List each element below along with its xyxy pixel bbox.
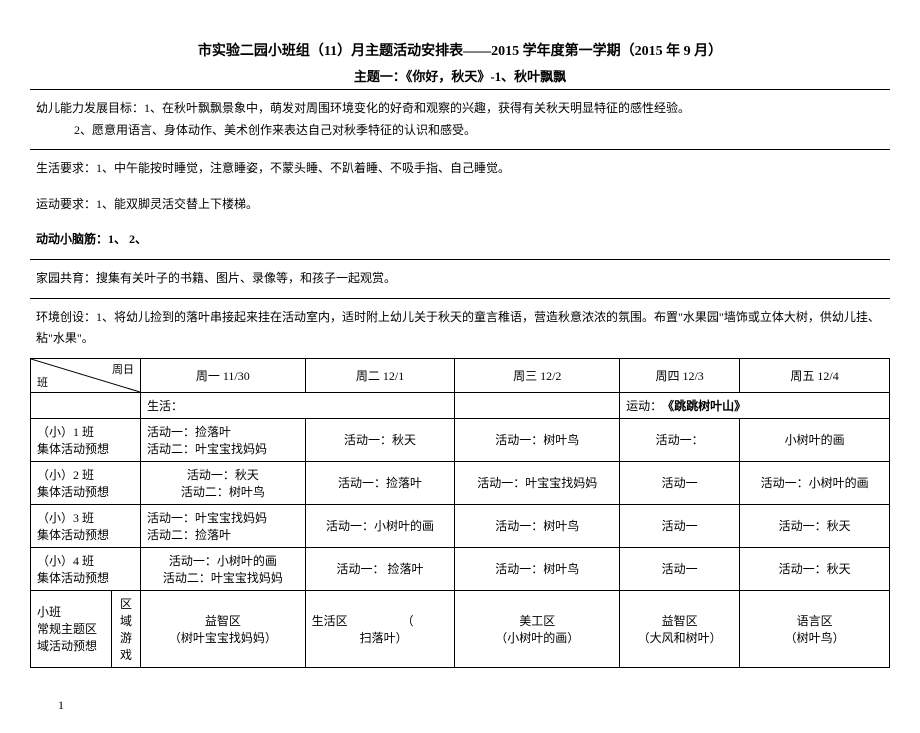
class-4-name: （小）4 班 集体活动预想 bbox=[31, 547, 141, 590]
brain-label: 动动小脑筋： bbox=[36, 232, 108, 246]
c1-wed: 活动一：树叶鸟 bbox=[455, 418, 620, 461]
c2-fri: 活动一：小树叶的画 bbox=[740, 461, 890, 504]
class-row-2: （小）2 班 集体活动预想 活动一：秋天 活动二：树叶鸟 活动一：捡落叶 活动一… bbox=[31, 461, 890, 504]
life-label: 生活要求： bbox=[36, 161, 96, 175]
class-row-4: （小）4 班 集体活动预想 活动一：小树叶的画 活动二：叶宝宝找妈妈 活动一： … bbox=[31, 547, 890, 590]
class-3-name: （小）3 班 集体活动预想 bbox=[31, 504, 141, 547]
home-1: 搜集有关叶子的书籍、图片、录像等，和孩子一起观赏。 bbox=[96, 271, 396, 285]
doc-subtitle: 主题一：《你好，秋天》-1、秋叶飘飘 bbox=[30, 66, 890, 85]
sport-cell: 运动： 《跳跳树叶山》 bbox=[620, 392, 890, 418]
diag-cell: 周日 班 bbox=[31, 358, 141, 392]
header-row: 周日 班 周一 11/30 周二 12/1 周三 12/2 周四 12/3 周五… bbox=[31, 358, 890, 392]
area-c4: 益智区 （大风和树叶） bbox=[620, 590, 740, 667]
c3-wed: 活动一：树叶鸟 bbox=[455, 504, 620, 547]
c1-thu: 活动一： bbox=[620, 418, 740, 461]
page-number: 1 bbox=[58, 698, 890, 713]
sport-name: 《跳跳树叶山》 bbox=[668, 399, 746, 413]
goal-label: 幼儿能力发展目标： bbox=[36, 101, 144, 115]
c3-mon: 活动一：叶宝宝找妈妈 活动二：捡落叶 bbox=[141, 504, 306, 547]
goal-2: 2、愿意用语言、身体动作、美术创作来表达自己对秋季特征的认识和感受。 bbox=[36, 120, 884, 142]
c3-thu: 活动一 bbox=[620, 504, 740, 547]
c4-mon: 活动一：小树叶的画 活动二：叶宝宝找妈妈 bbox=[141, 547, 306, 590]
life-cell: 生活： bbox=[141, 392, 455, 418]
c2-mon: 活动一：秋天 活动二：树叶鸟 bbox=[141, 461, 306, 504]
life-section: 生活要求：1、中午能按时睡觉，注意睡姿，不蒙头睡、不趴着睡、不吸手指、自己睡觉。… bbox=[30, 149, 890, 259]
c2-thu: 活动一 bbox=[620, 461, 740, 504]
area-left1: 小班 常规主题区 域活动预想 bbox=[31, 590, 112, 667]
goal-1: 1、在秋叶飘飘景象中，萌发对周围环境变化的好奇和观察的兴趣，获得有关秋天明显特征… bbox=[144, 101, 690, 115]
env-section: 环境创设：1、将幼儿捡到的落叶串接起来挂在活动室内，适时附上幼儿关于秋天的童言稚… bbox=[30, 298, 890, 358]
col-fri: 周五 12/4 bbox=[740, 358, 890, 392]
diag-top: 周日 bbox=[112, 361, 134, 377]
c4-thu: 活动一 bbox=[620, 547, 740, 590]
area-c2: 生活区 （ 扫落叶） bbox=[305, 590, 455, 667]
schedule-table: 周日 班 周一 11/30 周二 12/1 周三 12/2 周四 12/3 周五… bbox=[30, 358, 890, 668]
area-c5: 语言区 （树叶鸟） bbox=[740, 590, 890, 667]
c1-fri: 小树叶的画 bbox=[740, 418, 890, 461]
goal-section: 幼儿能力发展目标：1、在秋叶飘飘景象中，萌发对周围环境变化的好奇和观察的兴趣，获… bbox=[30, 89, 890, 149]
empty bbox=[455, 392, 620, 418]
area-c1: 益智区 （树叶宝宝找妈妈） bbox=[141, 590, 306, 667]
c2-wed: 活动一：叶宝宝找妈妈 bbox=[455, 461, 620, 504]
sport-label: 运动要求： bbox=[36, 197, 96, 211]
c4-tue: 活动一： 捡落叶 bbox=[305, 547, 455, 590]
c2-tue: 活动一：捡落叶 bbox=[305, 461, 455, 504]
life-1: 1、中午能按时睡觉，注意睡姿，不蒙头睡、不趴着睡、不吸手指、自己睡觉。 bbox=[96, 161, 510, 175]
env-label: 环境创设： bbox=[36, 310, 96, 324]
sport-lbl: 运动： bbox=[626, 399, 656, 413]
env-1: 1、将幼儿捡到的落叶串接起来挂在活动室内，适时附上幼儿关于秋天的童言稚语，营造秋… bbox=[36, 310, 880, 346]
area-row: 小班 常规主题区 域活动预想 区 域 游 戏 益智区 （树叶宝宝找妈妈） 生活区… bbox=[31, 590, 890, 667]
c4-wed: 活动一：树叶鸟 bbox=[455, 547, 620, 590]
c3-fri: 活动一：秋天 bbox=[740, 504, 890, 547]
class-1-name: （小）1 班 集体活动预想 bbox=[31, 418, 141, 461]
col-tue: 周二 12/1 bbox=[305, 358, 455, 392]
home-label: 家园共育： bbox=[36, 271, 96, 285]
life-row: 生活： 运动： 《跳跳树叶山》 bbox=[31, 392, 890, 418]
class-2-name: （小）2 班 集体活动预想 bbox=[31, 461, 141, 504]
sport-1: 1、能双脚灵活交替上下楼梯。 bbox=[96, 197, 258, 211]
c4-fri: 活动一：秋天 bbox=[740, 547, 890, 590]
c1-tue: 活动一：秋天 bbox=[305, 418, 455, 461]
home-section: 家园共育：搜集有关叶子的书籍、图片、录像等，和孩子一起观赏。 bbox=[30, 259, 890, 298]
area-c3: 美工区 （小树叶的画） bbox=[455, 590, 620, 667]
doc-title: 市实验二园小班组（11）月主题活动安排表——2015 学年度第一学期（2015 … bbox=[30, 40, 890, 60]
col-thu: 周四 12/3 bbox=[620, 358, 740, 392]
class-row-1: （小）1 班 集体活动预想 活动一：捡落叶 活动二：叶宝宝找妈妈 活动一：秋天 … bbox=[31, 418, 890, 461]
c3-tue: 活动一：小树叶的画 bbox=[305, 504, 455, 547]
c1-mon: 活动一：捡落叶 活动二：叶宝宝找妈妈 bbox=[141, 418, 306, 461]
col-wed: 周三 12/2 bbox=[455, 358, 620, 392]
col-mon: 周一 11/30 bbox=[141, 358, 306, 392]
diag-bot: 班 bbox=[37, 374, 48, 390]
area-left2: 区 域 游 戏 bbox=[112, 590, 141, 667]
brain-1: 1、 2、 bbox=[108, 232, 147, 246]
class-row-3: （小）3 班 集体活动预想 活动一：叶宝宝找妈妈 活动二：捡落叶 活动一：小树叶… bbox=[31, 504, 890, 547]
